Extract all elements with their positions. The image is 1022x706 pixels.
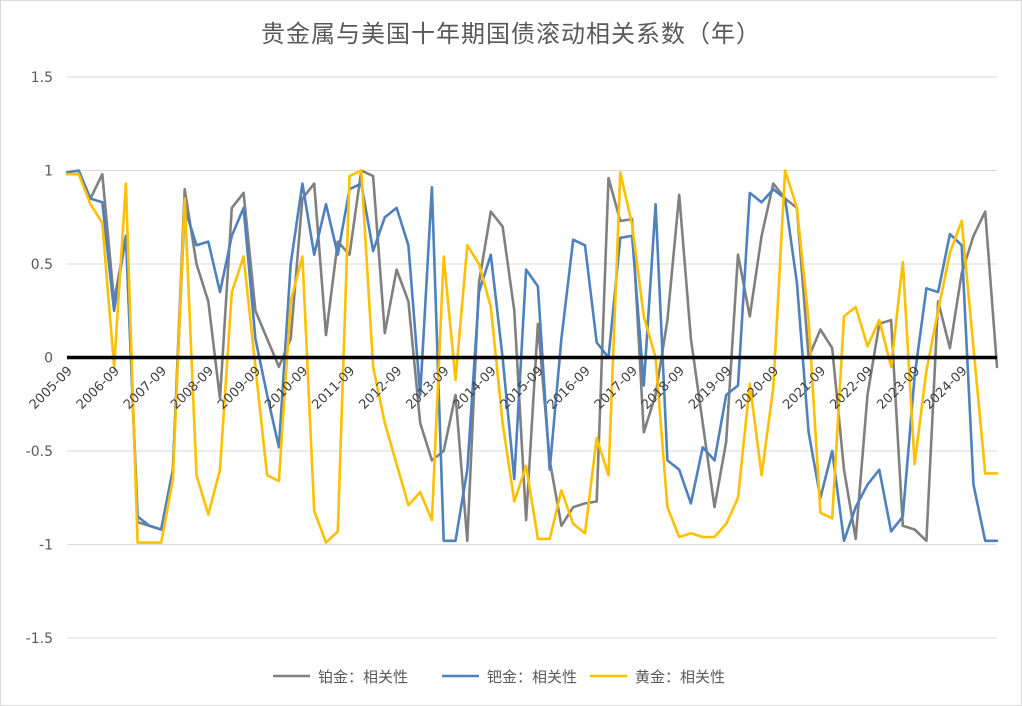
x-tick-label: 2020-09 xyxy=(733,364,782,413)
x-tick-label: 2023-09 xyxy=(874,364,923,413)
y-tick-label: -1.5 xyxy=(26,631,53,647)
y-axis-ticks: 1.5 1 0.5 0 -0.5 -1 -1.5 xyxy=(26,70,53,647)
x-tick-label: 2016-09 xyxy=(545,364,594,413)
y-tick-label: 0.5 xyxy=(31,257,53,273)
x-tick-label: 2011-09 xyxy=(309,364,358,413)
x-tick-label: 2007-09 xyxy=(121,364,170,413)
chart-title: 贵金属与美国十年期国债滚动相关系数（年） xyxy=(261,20,761,48)
x-tick-label: 2017-09 xyxy=(592,364,641,413)
y-tick-label: -1 xyxy=(39,538,53,554)
x-tick-label: 2013-09 xyxy=(404,364,453,413)
y-tick-label: 1.5 xyxy=(31,70,53,86)
x-tick-label: 2005-09 xyxy=(27,364,76,413)
y-tick-label: -0.5 xyxy=(26,444,53,460)
series-line-1 xyxy=(65,169,999,543)
series-line-2 xyxy=(65,169,999,543)
legend-label: 钯金：相关性 xyxy=(487,668,577,686)
series-lines xyxy=(65,169,999,544)
x-tick-label: 2006-09 xyxy=(74,364,123,413)
y-tick-label: 1 xyxy=(44,164,53,180)
y-tick-label: 0 xyxy=(44,351,53,367)
series-line-3 xyxy=(65,169,999,544)
legend-label: 黄金：相关性 xyxy=(635,668,725,686)
x-tick-label: 2024-09 xyxy=(921,364,970,413)
legend: 铂金：相关性 钯金：相关性 黄金：相关性 xyxy=(273,668,725,686)
legend-label: 铂金：相关性 xyxy=(318,668,408,686)
